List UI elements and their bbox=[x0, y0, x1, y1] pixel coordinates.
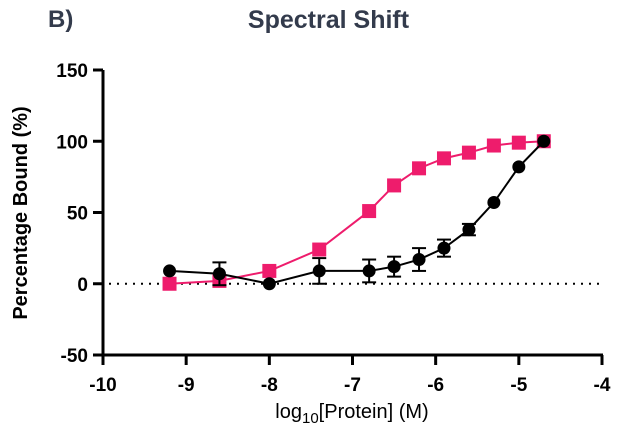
data-point-square bbox=[262, 263, 277, 278]
x-tick-label: -4 bbox=[594, 375, 611, 396]
x-tick-label: -5 bbox=[510, 375, 527, 396]
x-axis-label-suffix: [Protein] (M) bbox=[319, 401, 429, 423]
y-tick-label: 50 bbox=[67, 204, 88, 225]
data-point-circle bbox=[512, 160, 526, 174]
data-point-circle bbox=[362, 264, 376, 278]
x-tick-label: -6 bbox=[427, 375, 444, 396]
y-tick-label: 150 bbox=[56, 61, 88, 82]
data-point-circle bbox=[387, 260, 401, 274]
data-point-square bbox=[461, 145, 476, 160]
x-axis-label-prefix: log bbox=[275, 401, 302, 423]
data-point-square bbox=[511, 135, 526, 150]
black-circles-line bbox=[169, 140, 545, 285]
x-tick-label: -8 bbox=[261, 375, 278, 396]
y-tick-label: 100 bbox=[56, 132, 88, 153]
data-point-square bbox=[436, 151, 451, 166]
data-point-square bbox=[486, 138, 501, 153]
data-point-circle bbox=[487, 196, 501, 210]
data-point-square bbox=[412, 161, 427, 176]
data-point-square bbox=[312, 242, 327, 257]
x-axis-label: log10[Protein] (M) bbox=[275, 401, 428, 427]
x-tick-label: -7 bbox=[344, 375, 361, 396]
x-axis-label-sub: 10 bbox=[302, 410, 319, 427]
x-tick-label: -10 bbox=[89, 375, 116, 396]
data-point-circle bbox=[437, 241, 451, 255]
data-point-square bbox=[362, 204, 377, 219]
y-tick-label: -50 bbox=[61, 346, 88, 367]
data-point-circle bbox=[412, 253, 426, 267]
data-point-square bbox=[387, 178, 402, 193]
data-point-square bbox=[162, 276, 177, 291]
y-tick-label: 0 bbox=[77, 275, 88, 296]
data-point-circle bbox=[163, 264, 177, 278]
data-point-circle bbox=[537, 134, 551, 148]
data-point-circle bbox=[212, 267, 226, 281]
chart-title: Spectral Shift bbox=[247, 6, 410, 34]
data-point-circle bbox=[262, 277, 276, 291]
data-point-circle bbox=[462, 223, 476, 237]
data-point-circle bbox=[312, 264, 326, 278]
y-axis-label: Percentage Bound (%) bbox=[10, 106, 32, 319]
panel-label: B) bbox=[48, 6, 74, 33]
x-tick-label: -9 bbox=[178, 375, 195, 396]
